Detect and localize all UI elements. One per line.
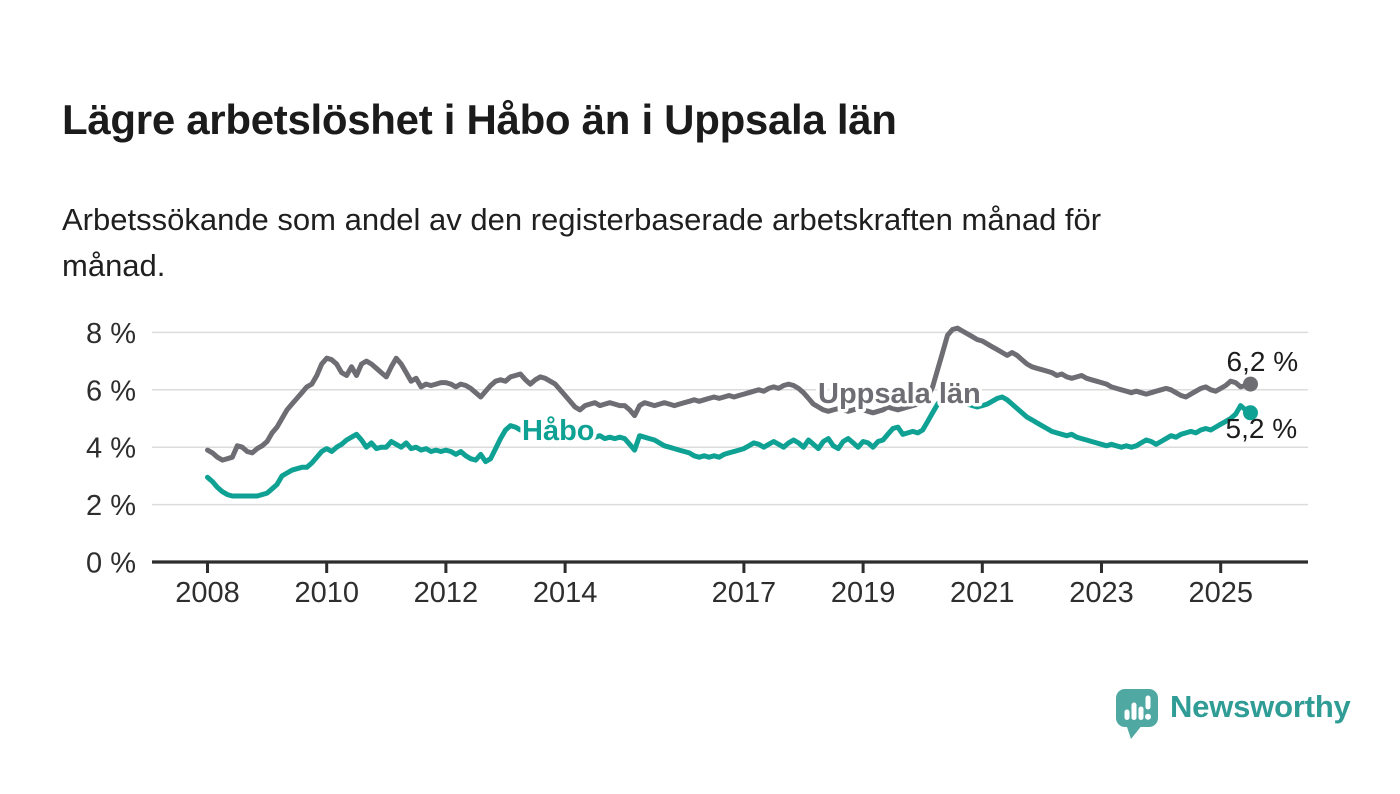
x-axis-label-2021: 2021 [950,577,1015,609]
x-axis-label-2010: 2010 [294,577,359,609]
series-end-dot-habo [1243,405,1258,421]
y-axis-label-0: 0 % [86,548,136,580]
series-line-uppsala-lan [205,325,1253,463]
newsworthy-logo: Newsworthy [1115,688,1351,742]
x-axis-label-2017: 2017 [712,577,777,609]
y-axis-label-6: 6 % [86,375,136,407]
series-line-habo [205,394,1253,499]
x-axis-label-2019: 2019 [831,577,896,609]
x-axis-label-2008: 2008 [175,577,240,609]
end-value-label-habo: 5,2 % [1226,413,1298,444]
newsworthy-wordmark: Newsworthy [1170,689,1351,724]
chart-subtitle: Arbetssökande som andel av den registerb… [62,202,1102,283]
newsworthy-logo-icon [1116,689,1158,739]
y-axis-label-4: 4 % [86,433,136,465]
x-axis-label-2025: 2025 [1188,577,1253,609]
x-axis-label-2012: 2012 [414,577,479,609]
x-axis-label-2014: 2014 [533,577,598,609]
y-axis-label-8: 8 % [86,318,136,350]
series-label-habo: Håbo [522,415,595,447]
series-end-dot-uppsala-lan [1243,376,1258,392]
page-title: Lägre arbetslöshet i Håbo än i Uppsala l… [62,96,897,144]
end-value-label-uppsala-lan: 6,2 % [1227,346,1299,377]
series-label-uppsala-lan: Uppsala län [818,378,981,410]
x-axis-label-2023: 2023 [1069,577,1134,609]
y-axis-label-2: 2 % [86,490,136,522]
